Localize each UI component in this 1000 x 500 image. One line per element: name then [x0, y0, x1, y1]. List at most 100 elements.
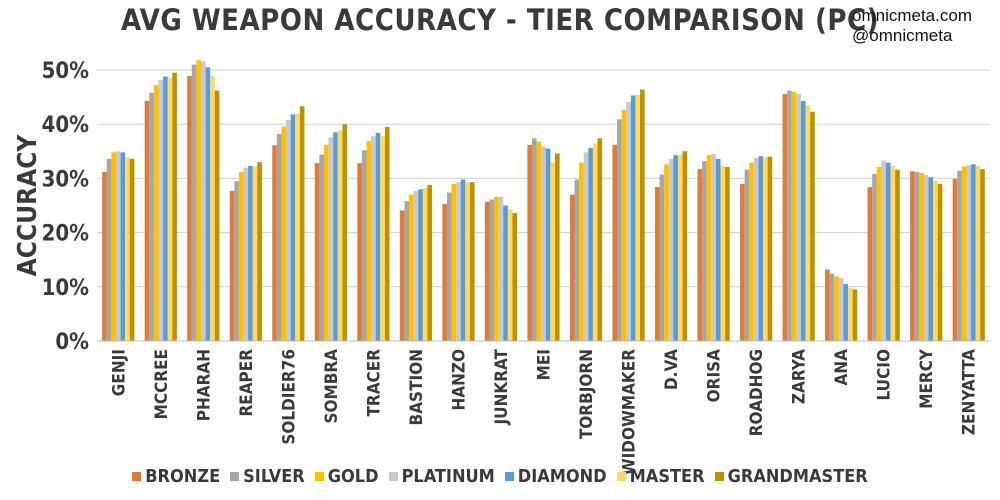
bar: [456, 182, 461, 341]
bar: [787, 90, 792, 341]
bar: [872, 174, 877, 341]
bar: [295, 113, 300, 341]
bar: [153, 85, 159, 342]
bar: [890, 165, 896, 341]
bar: [460, 179, 466, 341]
bar: [328, 137, 334, 341]
bar: [588, 148, 593, 341]
bar: [881, 160, 886, 341]
legend-item: BRONZE: [132, 466, 220, 487]
bar: [498, 196, 504, 341]
bar: [545, 148, 551, 341]
bar: [446, 192, 452, 341]
bar: [210, 75, 215, 341]
bar: [366, 141, 372, 341]
bar: [541, 146, 546, 341]
bar: [187, 75, 192, 341]
y-tick-label: 0%: [55, 330, 89, 355]
bar: [252, 166, 258, 341]
y-tick-label: 30%: [42, 167, 90, 192]
bar: [895, 169, 900, 341]
bar: [749, 162, 754, 341]
bar: [867, 187, 873, 341]
y-tick-label: 10%: [42, 276, 90, 301]
bar: [725, 167, 730, 341]
bar: [617, 119, 622, 342]
bar: [229, 190, 235, 341]
bar: [238, 171, 244, 341]
bar: [569, 194, 575, 341]
bar: [791, 91, 797, 342]
bar: [413, 190, 419, 341]
x-tick-label: BASTION: [407, 349, 427, 425]
bar: [971, 164, 976, 341]
legend-swatch: [504, 472, 514, 481]
bar: [961, 166, 967, 341]
legend-label: GRANDMASTER: [727, 466, 868, 487]
bar: [825, 269, 830, 341]
bar: [299, 106, 305, 342]
bar: [744, 169, 750, 341]
bar: [380, 136, 385, 341]
bar: [592, 143, 598, 341]
x-tick-label: JUNKRAT: [492, 348, 512, 425]
bar: [957, 170, 962, 341]
bar: [290, 114, 296, 341]
legend-label: BRONZE: [145, 466, 221, 487]
bar: [919, 172, 924, 341]
bar: [555, 153, 560, 341]
bar: [243, 167, 249, 341]
legend-label: MASTER: [629, 466, 705, 487]
bar: [682, 151, 688, 341]
bar: [937, 183, 943, 341]
bar: [125, 157, 130, 341]
bar: [409, 194, 414, 341]
bar: [796, 93, 801, 342]
legend-swatch: [616, 472, 626, 481]
bar: [333, 132, 338, 341]
bar: [574, 179, 580, 341]
bar: [120, 152, 126, 341]
bar: [715, 158, 721, 341]
legend-swatch: [230, 472, 240, 481]
bar: [910, 171, 915, 341]
bar: [763, 157, 768, 341]
bar: [720, 165, 726, 341]
bar: [914, 171, 920, 341]
bar: [144, 100, 150, 341]
bar: [702, 161, 707, 341]
bar: [612, 144, 618, 341]
x-tick-label: ZARYA: [790, 349, 810, 404]
bar: [527, 144, 532, 341]
bar: [800, 100, 806, 341]
bar: [980, 169, 985, 341]
x-tick-label: GENJI: [109, 349, 129, 396]
bar: [149, 92, 154, 341]
x-tick-label: LUCIO: [875, 349, 895, 400]
bar: [706, 155, 712, 341]
bar: [829, 273, 835, 341]
bar: [357, 163, 362, 341]
bar: [375, 132, 381, 341]
bar: [214, 90, 220, 341]
bar: [810, 111, 815, 341]
bar: [697, 169, 703, 341]
bar: [111, 152, 116, 341]
legend-item: PLATINUM: [388, 466, 495, 487]
legend-item: DIAMOND: [504, 466, 607, 487]
bar: [677, 155, 683, 341]
legend-swatch: [132, 472, 142, 481]
bar: [621, 110, 627, 341]
bar: [115, 151, 121, 341]
y-axis-title: ACCURACY: [13, 134, 43, 277]
credit-handle: @omnicmeta: [852, 26, 953, 45]
bar: [673, 155, 678, 341]
bar: [852, 289, 858, 341]
legend-swatch: [314, 472, 324, 481]
legend-label: DIAMOND: [517, 466, 607, 487]
bar: [337, 130, 343, 341]
bar: [659, 174, 665, 341]
bar: [782, 93, 788, 342]
legend-item: GOLD: [314, 466, 379, 487]
